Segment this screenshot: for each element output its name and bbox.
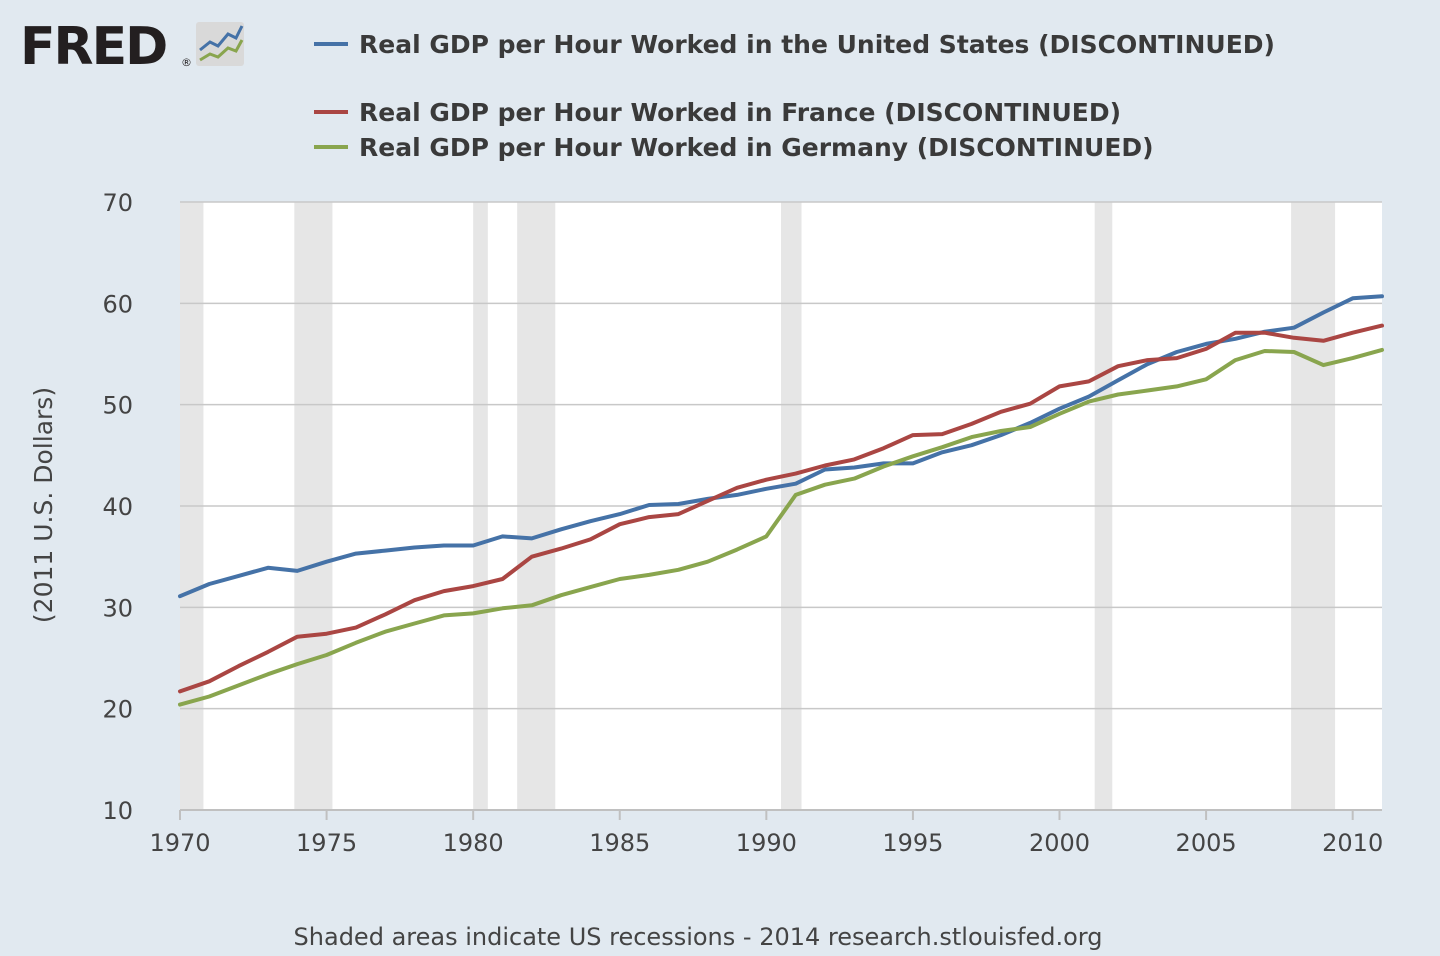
x-tick-label: 2005 bbox=[1176, 829, 1237, 857]
y-tick-label: 70 bbox=[102, 189, 133, 217]
legend-label-1: Real GDP per Hour Worked in France (DISC… bbox=[359, 98, 1121, 127]
series-lines bbox=[178, 294, 1384, 707]
x-tick-label: 1985 bbox=[589, 829, 650, 857]
fred-logo[interactable]: FRED ® bbox=[20, 17, 244, 77]
x-tick-label: 2000 bbox=[1029, 829, 1090, 857]
registered-mark: ® bbox=[181, 56, 192, 69]
y-tick-label: 20 bbox=[102, 696, 133, 724]
series-line-2 bbox=[178, 347, 1384, 707]
legend-label-0: Real GDP per Hour Worked in the United S… bbox=[359, 30, 1275, 59]
line-chart-icon bbox=[196, 22, 244, 66]
x-tick-label: 1970 bbox=[149, 829, 210, 857]
y-tick-label: 50 bbox=[102, 392, 133, 420]
x-axis: 1970 1975 1980 1985 1990 1995 2000 2005 2010 bbox=[149, 809, 1383, 857]
fred-logo-text: FRED bbox=[20, 17, 166, 77]
x-tick-label: 1990 bbox=[736, 829, 797, 857]
y-tick-label: 60 bbox=[102, 290, 133, 318]
series-line-0 bbox=[178, 294, 1384, 599]
x-tick-label: 2010 bbox=[1322, 829, 1383, 857]
y-tick-label: 30 bbox=[102, 594, 133, 622]
legend-label-2: Real GDP per Hour Worked in Germany (DIS… bbox=[359, 133, 1154, 162]
y-axis: 10 20 30 40 50 60 70 bbox=[102, 189, 133, 825]
series-line-1 bbox=[178, 323, 1384, 694]
y-axis-label: (2011 U.S. Dollars) bbox=[29, 387, 58, 623]
y-tick-label: 10 bbox=[102, 797, 133, 825]
x-tick-label: 1975 bbox=[296, 829, 357, 857]
legend: Real GDP per Hour Worked in the United S… bbox=[314, 30, 1275, 162]
footer-note: Shaded areas indicate US recessions - 20… bbox=[294, 923, 1103, 951]
x-tick-label: 1995 bbox=[882, 829, 943, 857]
x-tick-label: 1980 bbox=[443, 829, 504, 857]
y-tick-label: 40 bbox=[102, 493, 133, 521]
